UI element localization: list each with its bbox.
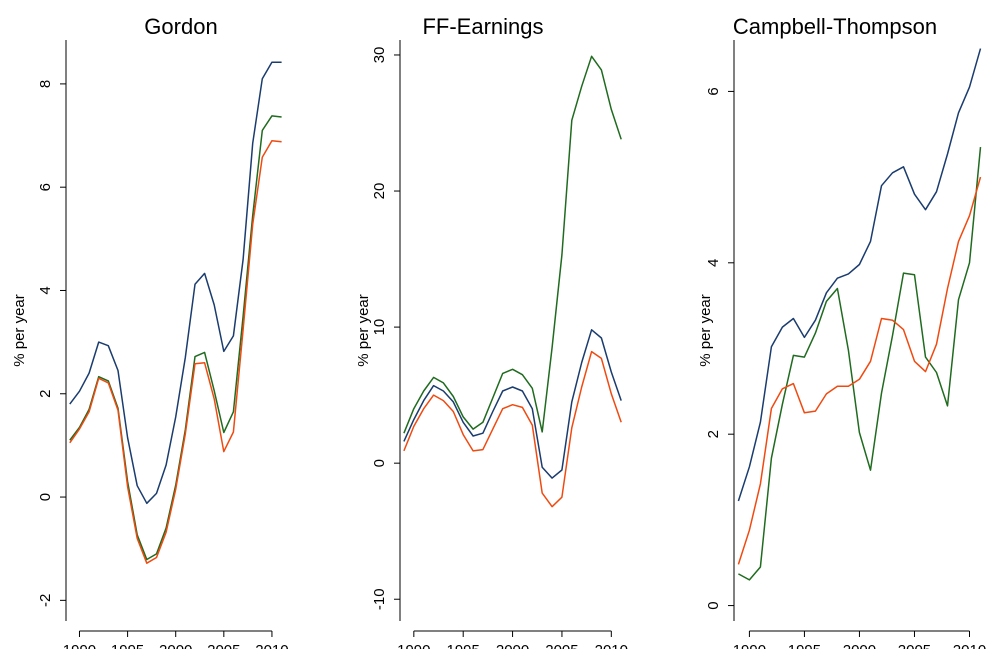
series-line-3 bbox=[737, 176, 982, 565]
y-tick-label: 2 bbox=[37, 390, 54, 398]
y-tick-label: 30 bbox=[371, 47, 388, 64]
x-tick-label: 2010 bbox=[255, 642, 288, 649]
y-tick-label: 2 bbox=[705, 430, 722, 438]
x-tick-label: 1995 bbox=[111, 642, 144, 649]
chart-panel-1: Gordon -2 0 2 4 6 8 1990 1995 2000 2005 2010 % per y… bbox=[11, 14, 289, 649]
chart-title: Gordon bbox=[144, 14, 217, 39]
x-tick-label: 1990 bbox=[63, 642, 96, 649]
y-tick-label: 6 bbox=[705, 87, 722, 95]
x-tick-label: 2010 bbox=[953, 642, 986, 649]
y-tick-label: 20 bbox=[371, 183, 388, 200]
series-line-1 bbox=[737, 48, 982, 502]
y-tick-label: -10 bbox=[371, 588, 388, 610]
chart-panel-3: Campbell-Thompson 0 2 4 6 1990 1995 2000 2005 201… bbox=[697, 14, 986, 649]
y-tick-label: -2 bbox=[37, 594, 54, 607]
series-line-3 bbox=[403, 350, 622, 508]
series-line-3 bbox=[69, 139, 282, 564]
x-tick-label: 2005 bbox=[898, 642, 931, 649]
y-tick-label: 0 bbox=[705, 601, 722, 609]
y-tick-label: 0 bbox=[371, 459, 388, 467]
y-tick-label: 10 bbox=[371, 319, 388, 336]
y-axis-label: % per year bbox=[697, 294, 714, 367]
y-axis-label: % per year bbox=[355, 294, 372, 367]
y-tick-label: 8 bbox=[37, 80, 54, 88]
chart-title: Campbell-Thompson bbox=[733, 14, 937, 39]
chart-title: FF-Earnings bbox=[422, 14, 543, 39]
series-line-2 bbox=[403, 55, 622, 434]
x-tick-label: 1990 bbox=[733, 642, 766, 649]
y-tick-label: 4 bbox=[705, 259, 722, 267]
x-tick-label: 1995 bbox=[447, 642, 480, 649]
y-tick-label: 6 bbox=[37, 183, 54, 191]
chart-panel-2: FF-Earnings -10 0 10 20 30 1990 1995 2000 2005 201… bbox=[355, 14, 628, 649]
x-tick-label: 2005 bbox=[545, 642, 578, 649]
y-tick-label: 0 bbox=[37, 493, 54, 501]
x-tick-label: 2000 bbox=[496, 642, 529, 649]
x-tick-label: 2005 bbox=[207, 642, 240, 649]
x-tick-label: 2010 bbox=[595, 642, 628, 649]
series-line-1 bbox=[69, 61, 282, 505]
x-tick-label: 2000 bbox=[159, 642, 192, 649]
series-line-2 bbox=[738, 147, 982, 581]
x-tick-label: 1995 bbox=[788, 642, 821, 649]
y-axis-label: % per year bbox=[11, 294, 28, 367]
series-line-1 bbox=[403, 329, 622, 479]
y-tick-label: 4 bbox=[37, 286, 54, 294]
x-tick-label: 1990 bbox=[397, 642, 430, 649]
x-tick-label: 2000 bbox=[843, 642, 876, 649]
